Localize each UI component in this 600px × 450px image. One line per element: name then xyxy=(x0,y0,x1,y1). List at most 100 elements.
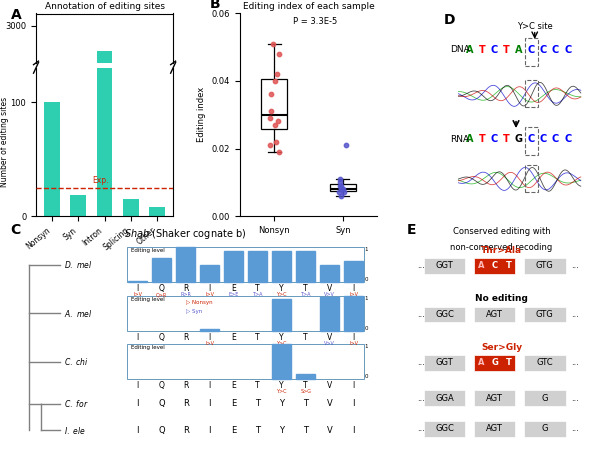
Text: T: T xyxy=(255,426,260,435)
Text: Q: Q xyxy=(159,333,165,342)
Point xyxy=(335,175,345,183)
Text: Y>C: Y>C xyxy=(277,389,287,394)
Text: V>V: V>V xyxy=(324,292,335,297)
Text: 1: 1 xyxy=(364,296,368,301)
Bar xyxy=(424,421,465,436)
Text: ...: ... xyxy=(417,394,425,403)
Text: I: I xyxy=(352,284,355,293)
Bar xyxy=(123,199,139,216)
Text: I: I xyxy=(137,333,139,342)
Text: R: R xyxy=(183,333,188,342)
Text: P = 3.3E-5: P = 3.3E-5 xyxy=(293,17,338,26)
Text: I>V: I>V xyxy=(133,292,142,297)
Point xyxy=(266,108,276,115)
Text: AGT: AGT xyxy=(486,424,503,433)
Text: R: R xyxy=(183,399,189,408)
Text: T: T xyxy=(256,333,260,342)
Text: R: R xyxy=(183,381,188,390)
Bar xyxy=(200,265,220,282)
Text: I: I xyxy=(209,399,211,408)
Text: E: E xyxy=(232,381,236,390)
Bar xyxy=(176,247,196,282)
Text: V: V xyxy=(327,399,332,408)
Point xyxy=(337,185,347,193)
Text: A: A xyxy=(478,261,484,270)
Text: I>V: I>V xyxy=(349,341,358,346)
Text: ...: ... xyxy=(417,358,425,367)
Text: AGT: AGT xyxy=(486,310,503,319)
Text: D: D xyxy=(444,14,455,27)
Text: I: I xyxy=(137,426,139,435)
Point xyxy=(335,189,344,196)
Bar xyxy=(296,251,315,282)
Text: I: I xyxy=(137,284,139,293)
Bar xyxy=(524,306,566,322)
Text: C: C xyxy=(491,261,497,270)
Text: C: C xyxy=(491,134,498,144)
Bar xyxy=(97,0,112,216)
Bar xyxy=(424,390,465,406)
Bar xyxy=(424,306,465,322)
Y-axis label: Editing index: Editing index xyxy=(197,87,206,142)
Text: I>V: I>V xyxy=(205,292,214,297)
Bar xyxy=(127,247,364,282)
Point xyxy=(271,77,280,85)
Bar xyxy=(44,384,60,396)
Text: E: E xyxy=(232,284,236,293)
Text: Q>R: Q>R xyxy=(156,292,167,297)
Bar xyxy=(320,265,339,282)
Text: E: E xyxy=(406,223,416,237)
Text: ...: ... xyxy=(571,358,578,367)
Text: $\it{D.\ mel}$: $\it{D.\ mel}$ xyxy=(64,259,92,270)
Point xyxy=(336,185,346,193)
Text: ...: ... xyxy=(571,394,578,403)
Text: Y>C: Y>C xyxy=(277,341,287,346)
Bar xyxy=(524,421,566,436)
Point xyxy=(335,182,344,189)
Text: $\it{A.\ mel}$: $\it{A.\ mel}$ xyxy=(64,308,92,319)
Text: V>V: V>V xyxy=(324,341,335,346)
Text: T: T xyxy=(304,333,308,342)
Text: C: C xyxy=(552,134,559,144)
Text: GTC: GTC xyxy=(536,358,553,367)
Text: G: G xyxy=(491,358,498,367)
Text: No editing: No editing xyxy=(475,294,528,303)
Text: GGA: GGA xyxy=(435,394,454,403)
Bar xyxy=(70,394,86,396)
Bar xyxy=(524,390,566,406)
Bar xyxy=(44,102,60,216)
Text: V: V xyxy=(327,284,332,293)
Text: RNA: RNA xyxy=(450,135,469,144)
Bar xyxy=(200,329,220,331)
Bar xyxy=(224,251,244,282)
Text: Thr>Ala: Thr>Ala xyxy=(481,246,522,255)
Text: E: E xyxy=(231,426,236,435)
Text: Editing level: Editing level xyxy=(131,345,164,350)
Text: ...: ... xyxy=(571,424,578,433)
Text: T: T xyxy=(256,284,260,293)
Point xyxy=(271,138,281,145)
Text: GGC: GGC xyxy=(435,310,454,319)
Text: A: A xyxy=(466,134,473,144)
Text: 0: 0 xyxy=(364,326,368,331)
Text: Y: Y xyxy=(280,284,284,293)
Text: T: T xyxy=(503,134,510,144)
Text: R: R xyxy=(183,284,188,293)
Bar xyxy=(524,258,566,274)
Bar xyxy=(524,355,566,370)
Text: C: C xyxy=(552,45,559,55)
Text: I: I xyxy=(209,333,211,342)
Text: non-conserved recoding: non-conserved recoding xyxy=(451,243,553,252)
Point xyxy=(335,179,344,186)
Text: GGT: GGT xyxy=(436,261,454,270)
Text: GTG: GTG xyxy=(536,261,554,270)
Bar xyxy=(524,166,538,192)
Y-axis label: Number of editing sites: Number of editing sites xyxy=(0,97,9,187)
Text: A: A xyxy=(11,8,22,22)
Text: I>V: I>V xyxy=(349,292,358,297)
Text: I: I xyxy=(352,381,355,390)
Text: C: C xyxy=(564,134,571,144)
Bar xyxy=(149,395,165,396)
Text: I: I xyxy=(137,399,139,408)
Text: Y: Y xyxy=(280,333,284,342)
